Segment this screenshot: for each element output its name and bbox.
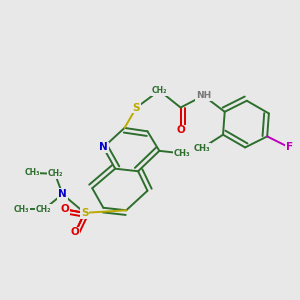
Text: F: F	[286, 142, 293, 152]
Text: CH₃: CH₃	[14, 205, 29, 214]
Text: CH₂: CH₂	[47, 169, 63, 178]
Text: N: N	[99, 142, 108, 152]
Text: S: S	[133, 103, 140, 112]
Text: CH₂: CH₂	[152, 86, 167, 95]
Text: O: O	[61, 204, 70, 214]
Text: S: S	[81, 208, 88, 218]
Text: O: O	[176, 125, 185, 136]
Text: O: O	[71, 227, 80, 237]
Text: CH₃: CH₃	[194, 144, 210, 153]
Text: CH₃: CH₃	[24, 168, 40, 177]
Text: NH: NH	[196, 91, 211, 100]
Text: CH₃: CH₃	[174, 149, 190, 158]
Text: N: N	[58, 189, 67, 199]
Text: CH₂: CH₂	[36, 205, 52, 214]
